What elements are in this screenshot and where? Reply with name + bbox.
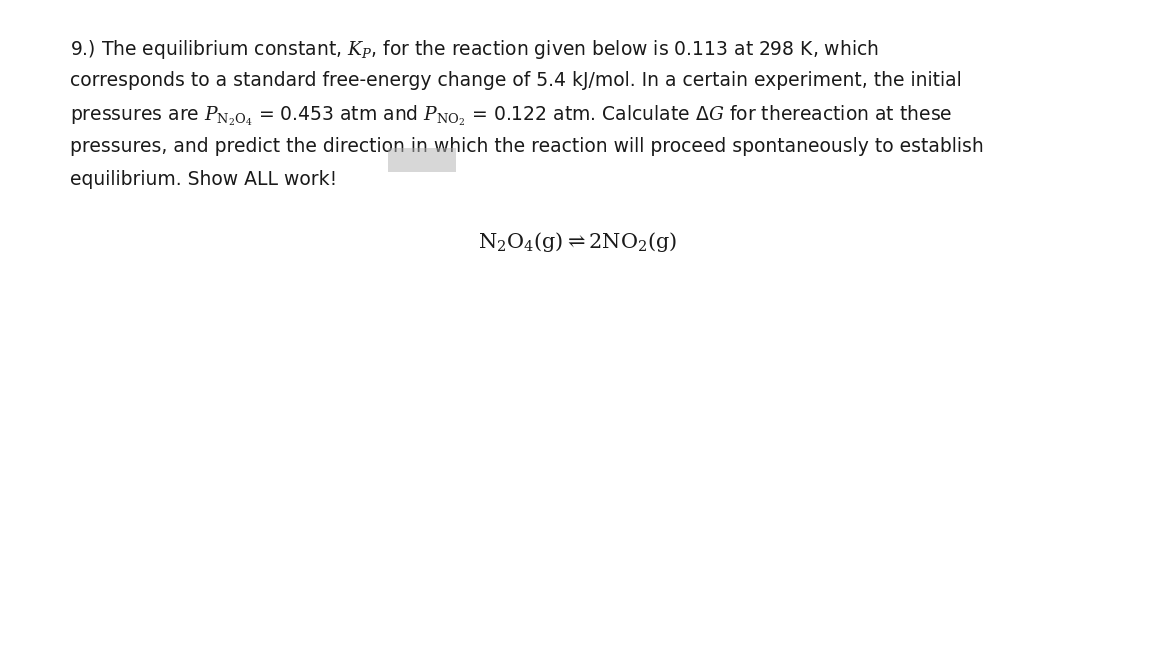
- Text: pressures are $P_{\mathrm{N_2O_4}}$ = 0.453 atm and $P_{\mathrm{NO_2}}$ = 0.122 : pressures are $P_{\mathrm{N_2O_4}}$ = 0.…: [71, 104, 952, 128]
- Text: corresponds to a standard free-energy change of 5.4 kJ/mol. In a certain experim: corresponds to a standard free-energy ch…: [71, 71, 961, 90]
- Text: $\mathrm{N_2O_4(g) \rightleftharpoons 2NO_2(g)}$: $\mathrm{N_2O_4(g) \rightleftharpoons 2N…: [478, 230, 678, 254]
- Text: equilibrium. Show ALL work!: equilibrium. Show ALL work!: [71, 170, 337, 189]
- Text: pressures, and predict the direction in which the reaction will proceed spontane: pressures, and predict the direction in …: [71, 137, 983, 156]
- Text: 9.) The equilibrium constant, $K_P$, for the reaction given below is 0.113 at 29: 9.) The equilibrium constant, $K_P$, for…: [71, 38, 879, 61]
- FancyBboxPatch shape: [388, 148, 456, 172]
